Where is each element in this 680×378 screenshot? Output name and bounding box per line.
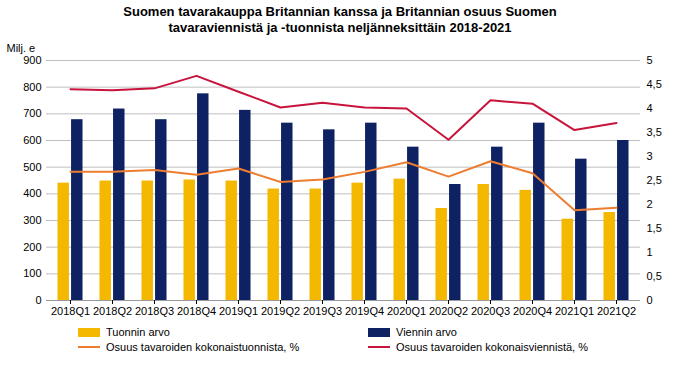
- svg-text:2018Q3: 2018Q3: [135, 305, 174, 317]
- svg-text:0: 0: [35, 294, 41, 306]
- html-text:Tuonnin arvo: Tuonnin arvo: [106, 326, 170, 338]
- svg-text:5: 5: [647, 54, 653, 66]
- svg-text:400: 400: [23, 187, 41, 199]
- svg-text:2019Q4: 2019Q4: [345, 305, 384, 317]
- svg-text:2020Q3: 2020Q3: [471, 305, 510, 317]
- svg-text:900: 900: [23, 54, 41, 66]
- svg-text:2019Q3: 2019Q3: [303, 305, 342, 317]
- svg-text:2020Q1: 2020Q1: [387, 305, 426, 317]
- svg-text:2,5: 2,5: [647, 174, 662, 186]
- svg-text:1: 1: [647, 246, 653, 258]
- svg-text:700: 700: [23, 107, 41, 119]
- svg-text:0,5: 0,5: [647, 270, 662, 282]
- svg-text:2019Q1: 2019Q1: [219, 305, 258, 317]
- svg-text:2020Q4: 2020Q4: [513, 305, 552, 317]
- svg-text:4,5: 4,5: [647, 78, 662, 90]
- svg-text:Milj. e: Milj. e: [7, 42, 36, 54]
- svg-text:2021Q2: 2021Q2: [597, 305, 636, 317]
- svg-text:2018Q2: 2018Q2: [93, 305, 132, 317]
- html-text:Suomen tavarakauppa Britannian: Suomen tavarakauppa Britannian kanssa ja…: [123, 4, 557, 35]
- svg-text:0: 0: [647, 294, 653, 306]
- svg-text:3,5: 3,5: [647, 126, 662, 138]
- svg-text:2021Q1: 2021Q1: [555, 305, 594, 317]
- html-text:Osuus tavaroiden kokonaisvienn: Osuus tavaroiden kokonaisviennistä, %: [396, 341, 588, 353]
- html-text:Viennin arvo: Viennin arvo: [396, 326, 457, 338]
- svg-text:2020Q2: 2020Q2: [429, 305, 468, 317]
- svg-text:1,5: 1,5: [647, 222, 662, 234]
- svg-text:2018Q4: 2018Q4: [177, 305, 216, 317]
- svg-text:200: 200: [23, 241, 41, 253]
- svg-text:600: 600: [23, 134, 41, 146]
- svg-text:2: 2: [647, 198, 653, 210]
- svg-text:2018Q1: 2018Q1: [51, 305, 90, 317]
- svg-text:3: 3: [647, 150, 653, 162]
- svg-text:500: 500: [23, 161, 41, 173]
- svg-text:300: 300: [23, 214, 41, 226]
- svg-text:2019Q2: 2019Q2: [261, 305, 300, 317]
- svg-text:4: 4: [647, 102, 653, 114]
- html-text:Osuus tavaroiden kokonaistuonn: Osuus tavaroiden kokonaistuonnista, %: [106, 341, 300, 353]
- svg-text:100: 100: [23, 267, 41, 279]
- svg-text:800: 800: [23, 81, 41, 93]
